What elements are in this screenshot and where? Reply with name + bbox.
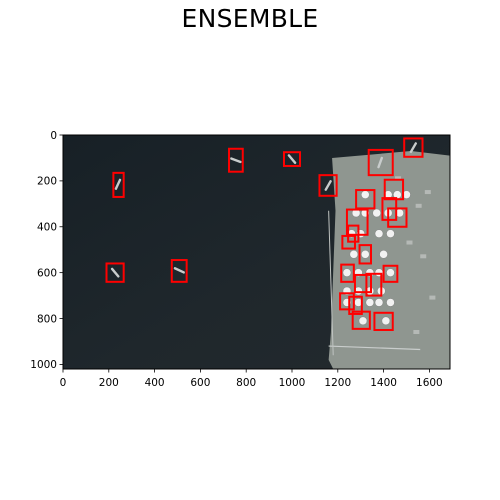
storage-tank	[374, 298, 384, 307]
x-tick-label: 1600	[416, 377, 443, 389]
storage-tank	[379, 250, 388, 259]
storage-tank	[381, 316, 391, 326]
detection-box	[340, 263, 355, 283]
detection-box	[105, 262, 125, 283]
building	[420, 254, 427, 259]
x-tick-label: 600	[190, 377, 210, 389]
storage-tank	[386, 298, 395, 307]
y-tick-label: 800	[37, 313, 57, 325]
storage-tank	[358, 316, 368, 326]
vessel	[377, 156, 384, 169]
pier-line	[328, 345, 421, 351]
storage-tank	[365, 298, 375, 307]
detection-boxes	[105, 137, 424, 332]
quay-line	[328, 210, 334, 356]
storage-tank	[349, 250, 359, 259]
vessel	[173, 267, 185, 274]
x-tick-label: 0	[60, 377, 67, 389]
x-tick-label: 1000	[279, 377, 306, 389]
storage-tank	[386, 229, 395, 238]
x-tick-label: 200	[99, 377, 119, 389]
building	[415, 203, 422, 208]
building	[395, 176, 402, 181]
detection-box	[355, 189, 376, 210]
building	[413, 330, 420, 334]
detection-box	[382, 264, 399, 283]
detection-box	[339, 292, 355, 311]
storage-tank	[342, 268, 352, 277]
detection-box	[351, 310, 371, 330]
storage-tank	[374, 229, 384, 238]
detection-box	[318, 174, 338, 197]
y-tick-label: 400	[37, 222, 57, 234]
vessel	[110, 267, 120, 278]
storage-tank	[361, 250, 370, 259]
y-tick-label: 0	[50, 130, 57, 142]
building	[424, 190, 431, 195]
x-tick-label: 400	[145, 377, 165, 389]
x-tick-label: 1400	[370, 377, 397, 389]
storage-tank	[386, 268, 395, 277]
building	[406, 240, 413, 245]
detection-box	[353, 273, 372, 294]
industrial-land	[328, 151, 450, 369]
building	[429, 295, 436, 300]
vessel	[409, 142, 418, 154]
detection-box	[345, 208, 369, 236]
detection-box	[387, 207, 408, 228]
vessel	[287, 154, 297, 165]
x-tick-label: 1200	[324, 377, 351, 389]
detection-box	[282, 151, 302, 167]
chart-title: ENSEMBLE	[181, 4, 319, 33]
axes-frame	[62, 134, 451, 370]
detection-box	[348, 295, 363, 315]
y-axis: 0 200 400 600 800 1000	[30, 130, 63, 371]
storage-tank	[372, 208, 381, 218]
vessel	[230, 157, 242, 164]
y-tick-label: 200	[37, 176, 57, 188]
vessel	[114, 178, 122, 190]
detection-box	[112, 171, 125, 198]
detection-box	[358, 244, 372, 265]
vessel	[324, 180, 332, 191]
detection-box	[367, 148, 394, 177]
y-tick-label: 600	[37, 267, 57, 279]
detection-box	[228, 147, 244, 173]
detection-box	[403, 137, 424, 158]
detection-box	[341, 234, 356, 250]
detection-box	[383, 178, 405, 201]
y-tick-label: 1000	[30, 359, 57, 371]
detection-box	[170, 259, 188, 283]
x-axis: 0 200 400 600 800 1000 1200 1400 1600	[60, 369, 443, 389]
storage-tank	[361, 190, 370, 199]
detection-box	[365, 272, 383, 297]
detection-box	[347, 224, 360, 243]
x-tick-label: 800	[236, 377, 256, 389]
detection-box	[373, 311, 394, 332]
